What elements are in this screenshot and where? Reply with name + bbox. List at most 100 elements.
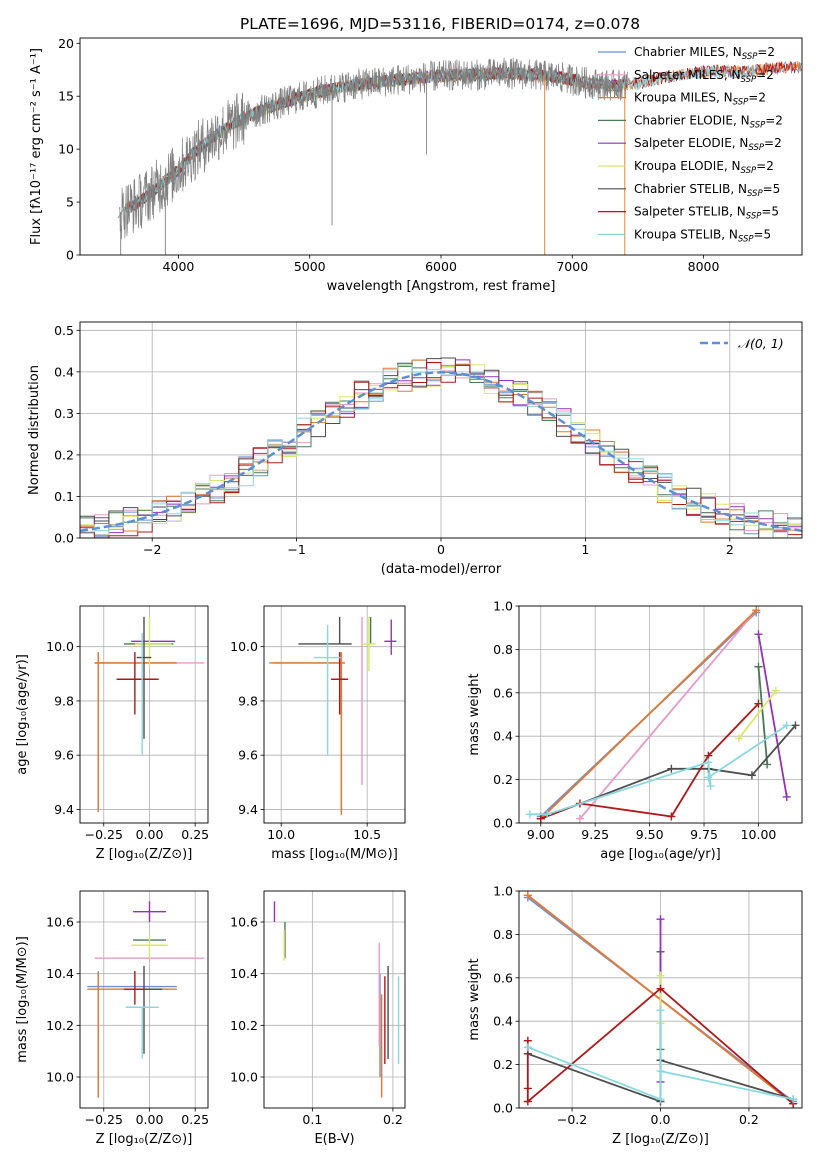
errorbar-point-salpeter_stelib	[331, 652, 349, 715]
weight-line-kroupa_miles	[540, 609, 757, 820]
errorbar-point-kroupa_stelib	[125, 1006, 159, 1059]
axes-frame	[518, 890, 803, 1109]
x-tick-label: 0.2	[383, 1112, 403, 1127]
x-axis-label: Z [log₁₀(Z/Z⊙)]	[96, 1132, 193, 1147]
y-tick-label: 0.5	[54, 323, 74, 338]
axes-frame	[79, 37, 803, 256]
weight-marker	[523, 891, 532, 900]
y-tick-label: 10.6	[46, 915, 74, 930]
y-tick-label: 0	[66, 248, 74, 263]
axes-frame	[79, 605, 209, 824]
panel-weight_vs_age: 9.00 9.25 9.50 9.75 10.00 0.0 0.2 0.4 0.6 0.8 1.0 a…	[467, 599, 803, 862]
errorbar-point-chabrier_miles	[87, 971, 177, 1098]
plot-area	[523, 891, 798, 1108]
figure-title: PLATE=1696, MJD=53116, FIBERID=0174, z=0…	[240, 15, 640, 33]
y-axis-label: Normed distribution	[27, 365, 42, 495]
y-tick-label: 20	[58, 36, 74, 51]
legend-label: Kroupa STELIB, NSSP=5	[634, 227, 771, 244]
weight-line-kroupa_stelib	[529, 724, 788, 816]
legend-label: 𝒩(0, 1)	[738, 336, 784, 351]
legend-label: Salpeter MILES, NSSP=2	[634, 68, 774, 85]
weight-marker	[752, 606, 761, 615]
weight-marker	[656, 984, 665, 993]
weight-marker	[656, 1006, 665, 1015]
weight-marker	[754, 699, 763, 708]
plot-area	[117, 57, 802, 255]
legend-label: Kroupa ELODIE, NSSP=2	[634, 159, 774, 176]
x-tick-label: 10.00	[741, 827, 777, 842]
y-tick-label: 0.0	[493, 1101, 513, 1116]
weight-marker	[656, 915, 665, 924]
x-axis-label: age [log₁₀(age/yr)]	[600, 847, 721, 862]
weight-marker	[791, 721, 800, 730]
x-axis-label: Z [log₁₀(Z/Z⊙)]	[612, 1132, 709, 1147]
gaussian-curve	[80, 371, 802, 532]
x-tick-label: 10.5	[353, 827, 381, 842]
legend-label: Chabrier MILES, NSSP=2	[634, 45, 775, 62]
weight-marker	[667, 764, 676, 773]
y-tick-label: 0.2	[493, 772, 513, 787]
x-tick-label: 0.0	[651, 1112, 671, 1127]
y-tick-label: 0.3	[54, 406, 74, 421]
y-tick-label: 10	[58, 142, 74, 157]
weight-marker	[754, 630, 763, 639]
y-axis-label: mass weight	[467, 673, 482, 755]
x-tick-label: 8000	[688, 259, 720, 274]
y-tick-label: 0.0	[54, 531, 74, 546]
x-tick-label: 5000	[294, 259, 326, 274]
y-tick-label: 10.2	[230, 1018, 258, 1033]
y-tick-label: 10.0	[46, 1070, 74, 1085]
errorbar-point-chabrier_stelib	[136, 616, 152, 739]
y-tick-label: 0.2	[493, 1057, 513, 1072]
legend-label: Chabrier STELIB, NSSP=5	[634, 182, 780, 199]
weight-marker	[575, 814, 584, 823]
weight-marker	[523, 1097, 532, 1106]
y-tick-label: 10.0	[230, 639, 258, 654]
weight-line-salpeter_elodie	[757, 634, 788, 798]
panel-mass_vs_Z: −0.25 0.00 0.25 10.0 10.2 10.4 10.6 Z [log₁₀(Z/…	[15, 890, 209, 1147]
x-tick-label: 9.50	[636, 827, 664, 842]
errorbar-point-salpeter_elodie	[384, 619, 397, 655]
y-tick-label: 5	[66, 195, 74, 210]
weight-marker	[763, 760, 772, 769]
panel-age_vs_Z: −0.25 0.00 0.25 9.4 9.6 9.8 10.0 Z [log₁₀(Z/Z⊙)…	[15, 605, 209, 862]
errorbar-point-chabrier_stelib	[125, 965, 163, 1054]
x-tick-label: 0.25	[181, 1112, 209, 1127]
weight-marker	[704, 758, 713, 767]
weight-marker	[789, 1095, 798, 1104]
x-tick-label: 4000	[163, 259, 195, 274]
y-tick-label: 15	[58, 89, 74, 104]
y-tick-label: 0.0	[493, 816, 513, 831]
axes-frame	[263, 890, 406, 1109]
y-tick-label: 9.6	[54, 748, 74, 763]
axes-frame	[79, 890, 209, 1109]
plot-area	[273, 901, 400, 1098]
x-tick-label: 6000	[425, 259, 457, 274]
y-tick-label: 0.8	[493, 927, 513, 942]
plot-area	[94, 616, 205, 813]
y-tick-label: 0.8	[493, 642, 513, 657]
y-tick-label: 0.2	[54, 447, 74, 462]
y-tick-label: 10.4	[230, 966, 258, 981]
x-tick-label: 0.2	[739, 1112, 759, 1127]
weight-marker	[656, 1095, 665, 1104]
y-tick-label: 0.1	[54, 489, 74, 504]
errorbar-point-salpeter_elodie	[133, 901, 166, 922]
plot-area	[525, 606, 800, 823]
y-axis-label: mass [log₁₀(M/M⊙)]	[15, 936, 30, 1063]
x-tick-label: −0.25	[85, 1112, 123, 1127]
weight-marker	[523, 1043, 532, 1052]
y-axis-label: Flux [fλ10⁻¹⁷ erg cm⁻² s⁻¹ A⁻¹]	[29, 48, 44, 245]
y-tick-label: 9.8	[54, 693, 74, 708]
weight-line-salpeter_miles	[579, 609, 757, 820]
x-tick-label: 7000	[556, 259, 588, 274]
x-axis-label: mass [log₁₀(M/M⊙)]	[271, 847, 398, 862]
weight-marker	[656, 971, 665, 980]
y-axis-label: mass weight	[467, 958, 482, 1040]
errorbar-point-salpeter_stelib	[116, 652, 159, 715]
y-tick-label: 10.0	[46, 639, 74, 654]
y-tick-label: 10.6	[230, 915, 258, 930]
x-tick-label: −0.25	[85, 827, 123, 842]
